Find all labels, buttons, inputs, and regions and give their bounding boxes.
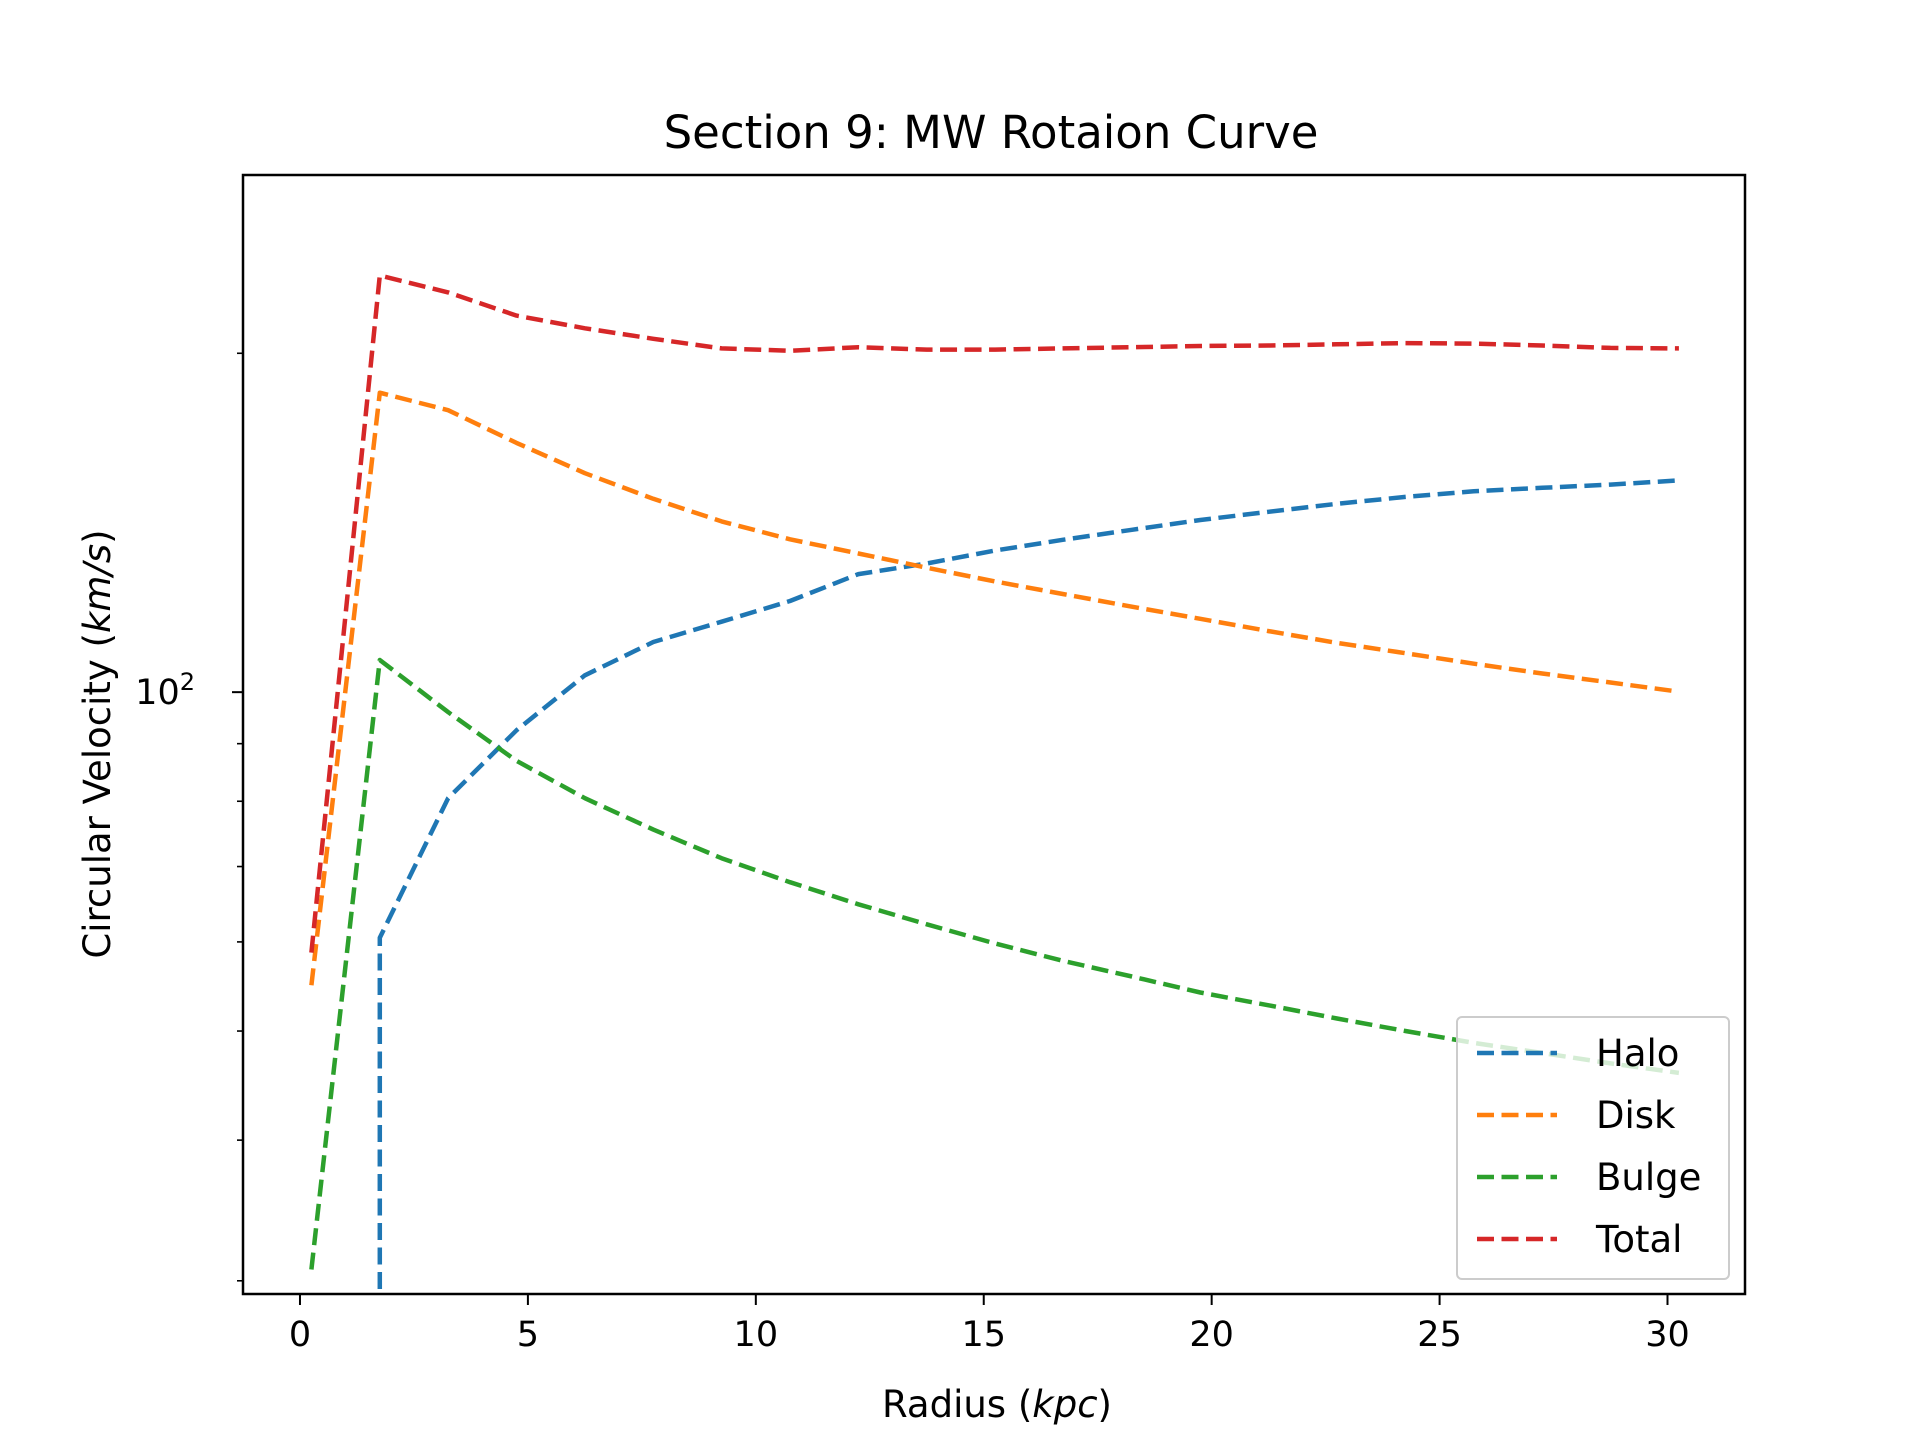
legend: Halo Disk Bulge Total [1456, 1016, 1730, 1280]
x-axis-label-suffix: ) [1098, 1383, 1112, 1426]
x-axis-label-prefix: Radius ( [882, 1383, 1032, 1426]
y-tick-label-base: 10 [135, 673, 180, 713]
y-axis-label-suffix: ) [76, 529, 119, 543]
plot-area-frame [241, 173, 1747, 1296]
legend-label-halo: Halo [1596, 1032, 1679, 1075]
y-axis-ticks: 102 [135, 352, 243, 1282]
y-tick-label-exponent: 2 [180, 668, 195, 696]
y-tick-label: 102 [135, 668, 195, 713]
series-line-disk [309, 390, 1680, 986]
series-layer [309, 273, 1680, 1289]
x-tick-label: 20 [1189, 1315, 1234, 1355]
x-axis-label: Radius (kpc) [882, 1383, 1112, 1426]
x-axis-label-unit: kpc [1032, 1383, 1097, 1426]
chart-title: Section 9: MW Rotaion Curve [664, 106, 1319, 159]
x-tick-label: 15 [961, 1315, 1006, 1355]
y-axis-label-unit: km/s [76, 544, 119, 633]
x-tick-label: 5 [517, 1315, 539, 1355]
series-line-total [309, 273, 1679, 953]
x-tick-label: 30 [1645, 1315, 1690, 1355]
legend-label-disk: Disk [1596, 1094, 1676, 1137]
x-tick-label: 25 [1417, 1315, 1462, 1355]
series-line-bulge [309, 657, 1680, 1270]
series-line-halo [377, 478, 1680, 1289]
legend-label-total: Total [1595, 1218, 1682, 1261]
legend-label-bulge: Bulge [1596, 1156, 1701, 1199]
x-tick-label: 10 [734, 1315, 779, 1355]
legend-box [1456, 1016, 1730, 1280]
x-axis-ticks: 0 5 10 15 20 25 30 [289, 1294, 1690, 1355]
x-tick-label: 0 [289, 1315, 311, 1355]
y-axis-label-prefix: Circular Velocity ( [76, 633, 119, 959]
y-axis-label: Circular Velocity (km/s) [76, 529, 119, 958]
